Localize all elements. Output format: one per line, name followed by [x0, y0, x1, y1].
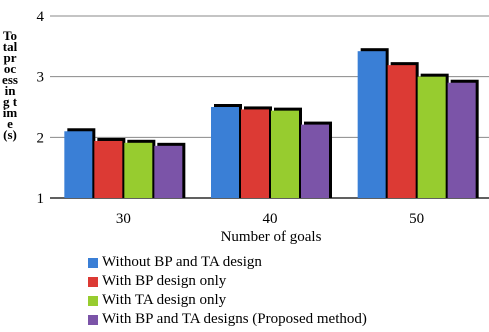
legend-swatch — [88, 296, 98, 306]
legend: Without BP and TA design With BP design o… — [88, 253, 367, 329]
y-tick-label: 3 — [37, 70, 45, 86]
x-tick-label: 40 — [263, 211, 278, 227]
bar — [211, 107, 239, 198]
legend-item: With TA design only — [88, 291, 367, 310]
legend-swatch — [88, 315, 98, 325]
bar — [271, 111, 299, 198]
legend-label: With BP and TA designs (Proposed method) — [102, 310, 367, 329]
x-axis-ticks: 30 40 50 — [116, 211, 424, 227]
bar — [358, 51, 386, 198]
legend-label: With BP design only — [102, 272, 226, 291]
bar — [448, 83, 476, 198]
bar — [154, 146, 182, 198]
bars — [64, 48, 478, 198]
bar — [301, 125, 329, 198]
y-tick-label: 2 — [37, 130, 45, 146]
bar-chart: 1 2 3 4 30 40 50 Number of goals — [0, 0, 489, 250]
legend-swatch — [88, 258, 98, 268]
bar — [388, 65, 416, 198]
bar — [64, 131, 92, 198]
y-axis-label: Total processing time (s) — [2, 30, 18, 230]
legend-item: With BP and TA designs (Proposed method) — [88, 310, 367, 329]
y-tick-label: 4 — [37, 9, 45, 25]
legend-swatch — [88, 277, 98, 287]
bar — [94, 141, 122, 198]
x-axis-label: Number of goals — [221, 229, 322, 245]
legend-label: Without BP and TA design — [102, 253, 262, 272]
bar — [241, 109, 269, 198]
bar — [124, 143, 152, 198]
x-tick-label: 30 — [116, 211, 131, 227]
y-axis-ticks: 1 2 3 4 — [37, 9, 45, 207]
legend-label: With TA design only — [102, 291, 226, 310]
x-tick-label: 50 — [409, 211, 424, 227]
bar — [418, 77, 446, 198]
legend-item: With BP design only — [88, 272, 367, 291]
legend-item: Without BP and TA design — [88, 253, 367, 272]
y-tick-label: 1 — [37, 191, 45, 207]
